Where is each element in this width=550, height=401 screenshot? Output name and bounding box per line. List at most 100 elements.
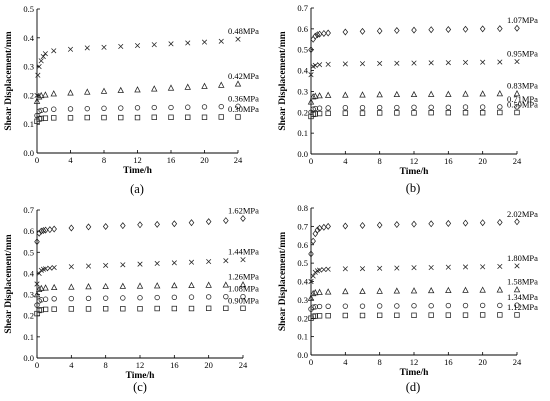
data-point-0-42mpa: [33, 97, 41, 104]
data-point-1-58mpa: [513, 286, 521, 293]
data-point-0-90mpa: [188, 305, 195, 312]
series-label-1-12mpa: 1.12MPa: [507, 302, 538, 312]
data-point-1-80mpa: [445, 264, 451, 270]
data-point-0-48mpa: [185, 40, 191, 46]
data-point-0-90mpa: [154, 305, 160, 312]
y-tick-label: 0.2: [23, 311, 34, 321]
data-point-0-71mpa: [497, 104, 503, 110]
data-point-1-58mpa: [316, 288, 323, 295]
data-point-0-83mpa: [316, 92, 323, 99]
data-point-0-90mpa: [223, 305, 229, 311]
y-tick-label: 0.2: [23, 90, 34, 100]
data-point-1-44mpa: [171, 260, 177, 266]
data-point-0-71mpa: [359, 105, 366, 111]
data-point-0-42mpa: [201, 82, 208, 89]
data-point-1-44mpa: [103, 262, 109, 268]
series-1-58mpa: [307, 286, 521, 301]
data-point-1-34mpa: [359, 303, 366, 309]
data-point-1-58mpa: [393, 287, 401, 294]
data-point-0-36mpa: [218, 103, 224, 110]
y-tick-label: 0.0: [297, 350, 308, 360]
data-point-0-90mpa: [102, 306, 109, 312]
data-point-0-42mpa: [167, 84, 175, 91]
data-point-0-95mpa: [394, 60, 400, 66]
data-point-1-80mpa: [312, 269, 318, 275]
y-tick-label: 0.1: [23, 119, 34, 129]
data-point-0-59mpa: [325, 110, 331, 117]
data-point-0-30mpa: [185, 114, 191, 120]
series-1-08mpa: [34, 294, 246, 308]
x-tick-label: 16: [444, 357, 453, 367]
data-point-1-80mpa: [480, 264, 486, 270]
data-point-0-90mpa: [120, 306, 126, 312]
data-point-0-90mpa: [85, 306, 92, 312]
data-point-1-07mpa: [411, 26, 417, 34]
data-point-0-48mpa: [235, 36, 241, 42]
panel-label: (b): [406, 181, 421, 195]
data-point-0-59mpa: [428, 110, 434, 116]
data-point-0-48mpa: [42, 51, 48, 57]
data-point-2-02mpa: [445, 219, 452, 227]
data-point-0-42mpa: [234, 80, 242, 87]
data-point-1-26mpa: [42, 284, 49, 291]
y-tick-label: 0.3: [23, 62, 34, 72]
data-point-2-02mpa: [316, 224, 323, 232]
data-point-1-12mpa: [479, 312, 486, 318]
data-point-1-26mpa: [85, 283, 92, 290]
y-tick-label: 0.5: [23, 4, 34, 14]
x-tick-label: 0: [35, 155, 39, 165]
y-tick-label: 0.1: [297, 128, 308, 138]
y-tick-label: 0.3: [297, 86, 308, 96]
x-tick-label: 20: [204, 360, 213, 370]
data-point-0-36mpa: [151, 104, 157, 111]
chart-panel-a: 0.0 0.1 0.2 0.3 0.4 0.5 0 4 8 12 16 20 24 Time/h Shear…: [4, 4, 259, 196]
data-point-1-34mpa: [342, 303, 349, 309]
x-tick-label: 12: [410, 357, 419, 367]
data-point-1-12mpa: [462, 312, 469, 318]
data-point-0-90mpa: [42, 306, 49, 313]
data-point-1-12mpa: [325, 313, 331, 319]
series-1-34mpa: [308, 302, 520, 312]
data-point-1-62mpa: [102, 222, 109, 230]
data-point-1-62mpa: [171, 220, 178, 228]
data-point-1-58mpa: [462, 286, 469, 293]
data-point-0-30mpa: [151, 114, 157, 120]
data-point-2-02mpa: [514, 218, 520, 226]
data-point-1-62mpa: [68, 224, 75, 232]
data-point-0-30mpa: [84, 114, 90, 121]
data-point-1-62mpa: [47, 226, 53, 234]
data-point-1-44mpa: [137, 261, 143, 267]
data-point-0-59mpa: [497, 109, 503, 116]
data-point-1-26mpa: [68, 283, 75, 290]
data-point-1-62mpa: [42, 226, 49, 234]
series-label-2-02mpa: 2.02MPa: [507, 209, 538, 219]
data-point-0-36mpa: [118, 105, 124, 111]
data-point-1-26mpa: [33, 291, 41, 298]
data-point-1-07mpa: [314, 31, 321, 39]
x-tick-label: 12: [136, 360, 145, 370]
data-point-1-12mpa: [428, 312, 434, 318]
data-point-1-44mpa: [188, 259, 195, 265]
data-point-0-59mpa: [316, 110, 323, 117]
y-tick-label: 0.7: [297, 3, 308, 13]
data-point-1-44mpa: [206, 259, 212, 265]
data-point-0-59mpa: [514, 109, 520, 116]
data-point-0-42mpa: [134, 86, 141, 93]
series-label-1-62mpa: 1.62MPa: [228, 205, 259, 215]
data-point-1-07mpa: [514, 24, 520, 32]
series-1-44mpa: [34, 257, 246, 287]
data-point-1-80mpa: [411, 265, 417, 271]
data-point-1-07mpa: [462, 25, 469, 33]
data-point-1-62mpa: [51, 225, 57, 233]
data-point-0-42mpa: [50, 90, 57, 97]
series-label-1-34mpa: 1.34MPa: [507, 292, 538, 302]
data-point-1-07mpa: [479, 25, 486, 33]
x-tick-label: 16: [170, 360, 179, 370]
data-point-0-36mpa: [42, 107, 49, 113]
data-point-0-48mpa: [168, 41, 174, 47]
data-point-1-58mpa: [410, 287, 418, 294]
data-point-0-42mpa: [67, 89, 74, 96]
data-point-1-80mpa: [325, 266, 331, 272]
data-point-1-12mpa: [497, 312, 503, 318]
